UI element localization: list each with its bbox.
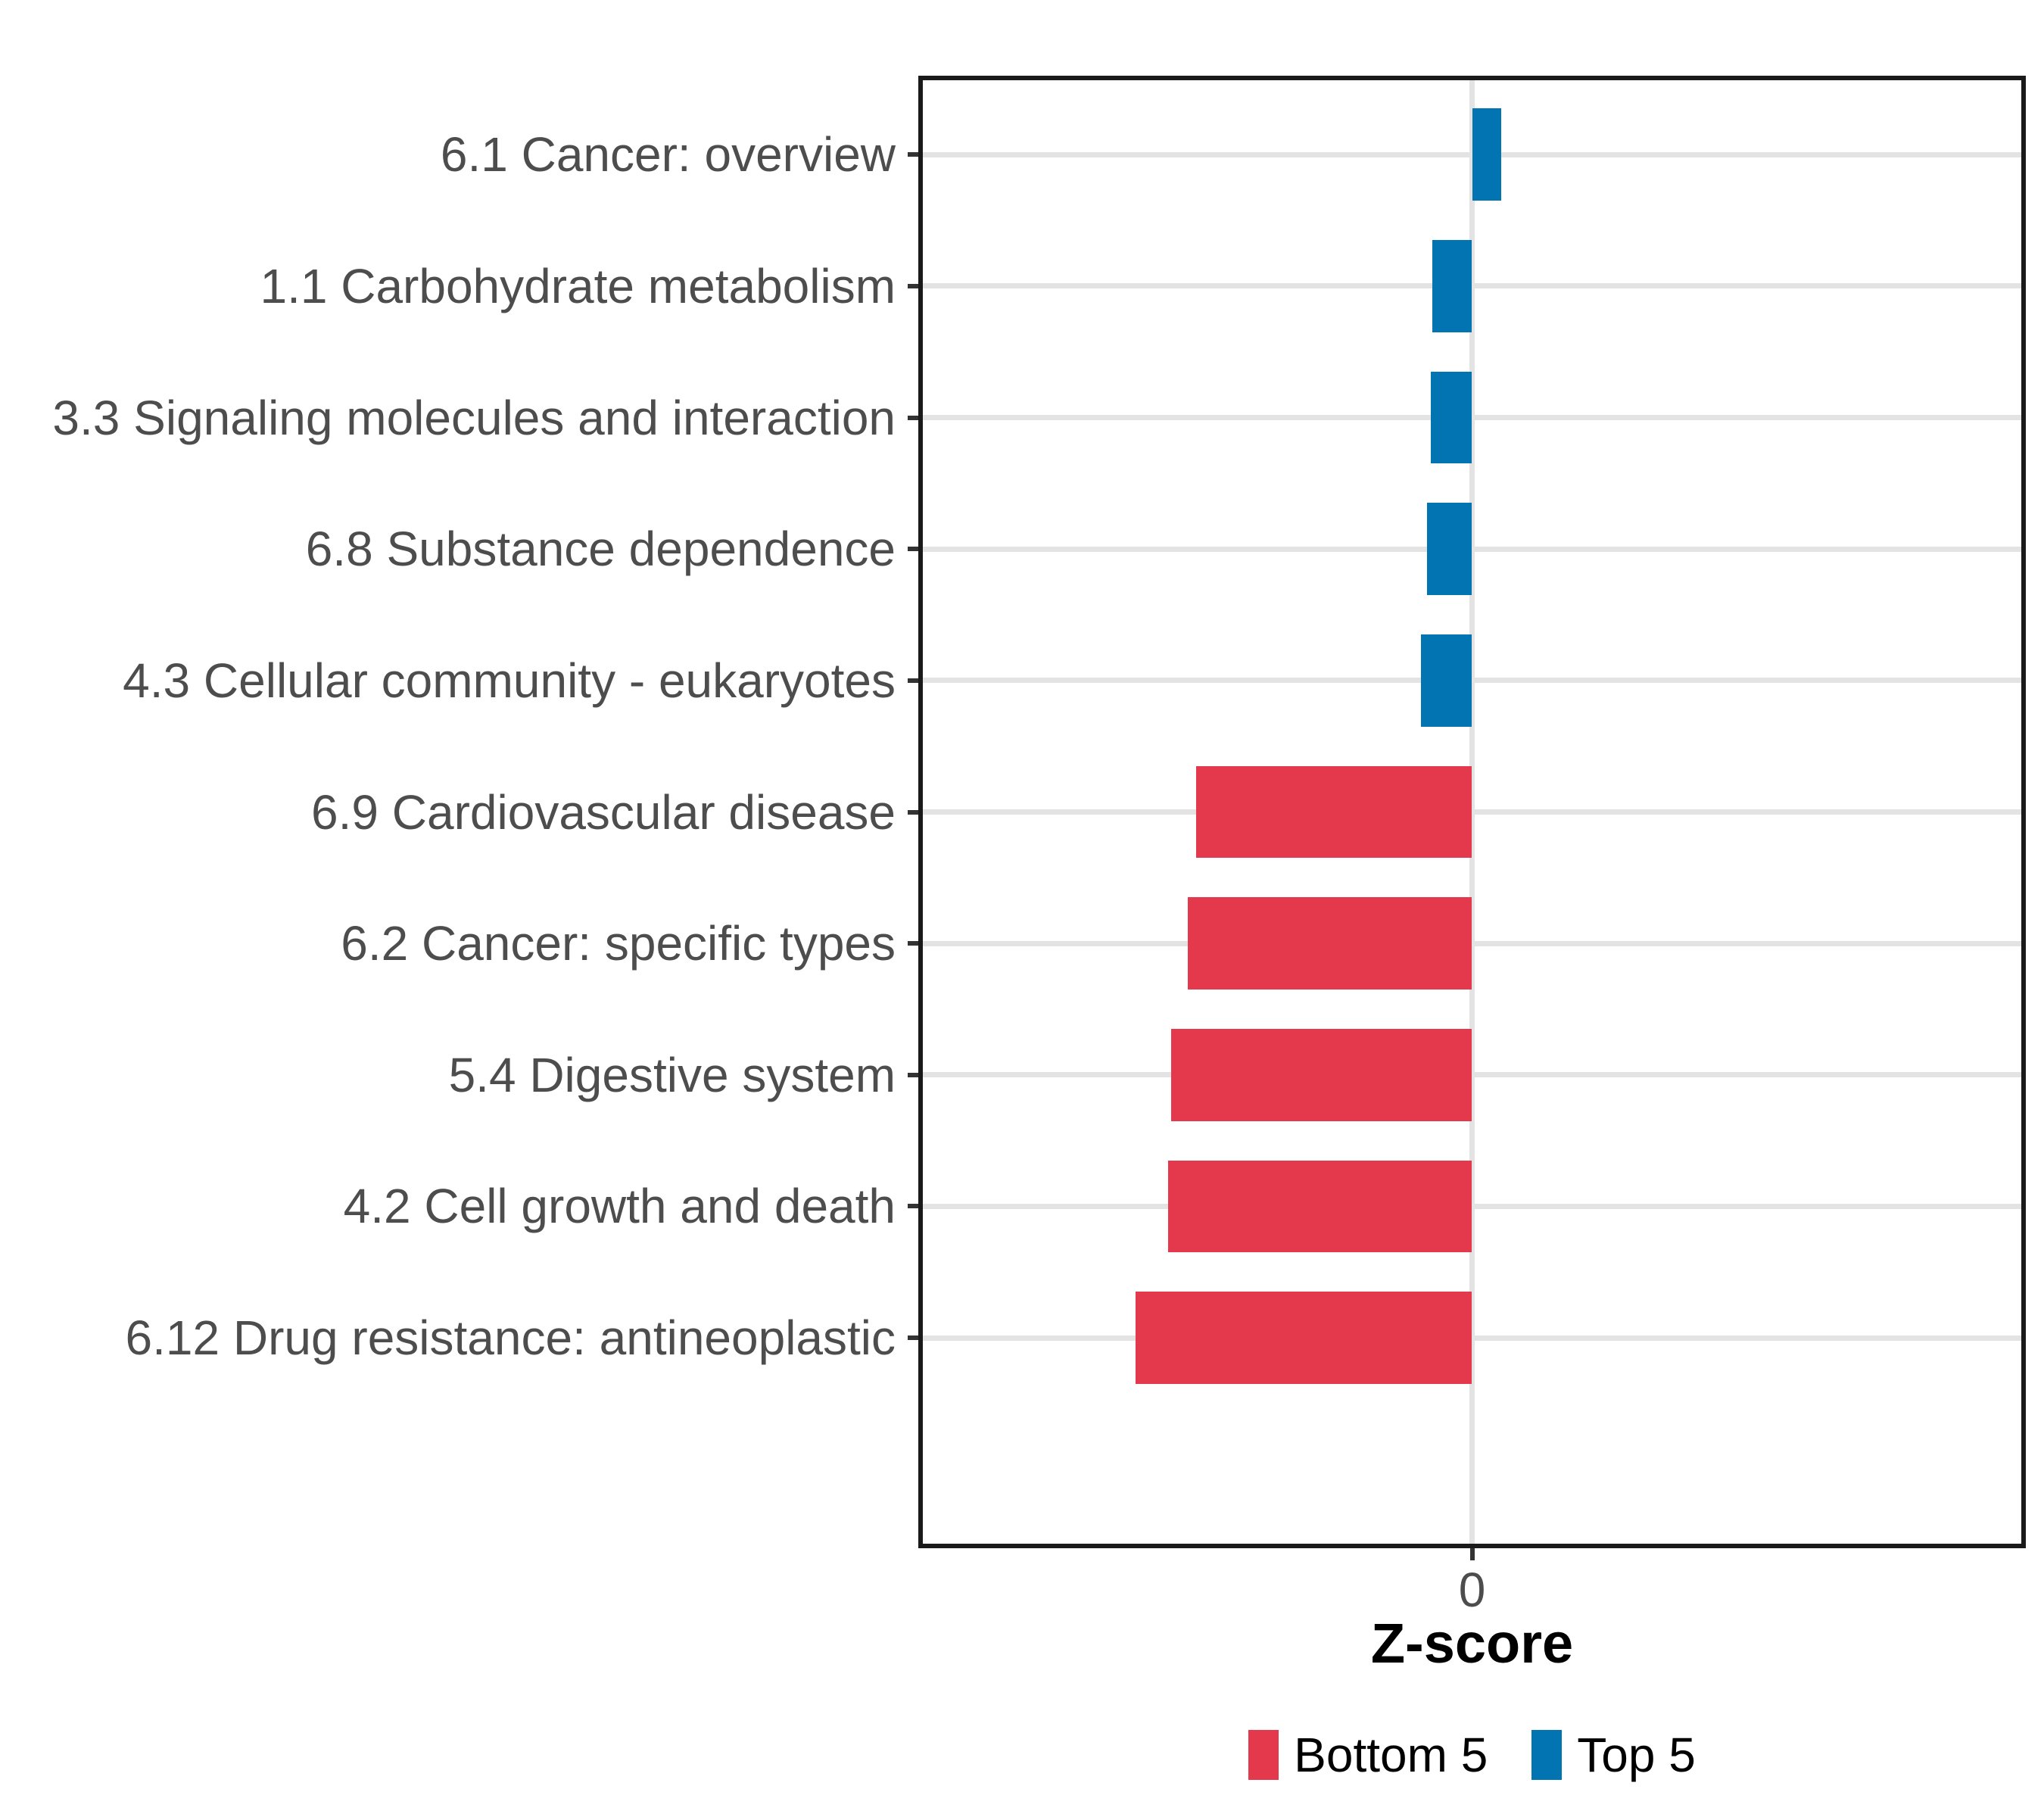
legend-entry-top5: Top 5 (1531, 1727, 1696, 1783)
bar (1472, 108, 1502, 201)
y-tick-mark (908, 1335, 918, 1341)
y-axis-label: 6.1 Cancer: overview (440, 127, 896, 182)
y-tick-mark (908, 1072, 918, 1077)
legend-label-bottom5: Bottom 5 (1294, 1728, 1488, 1782)
bar (1135, 1292, 1472, 1384)
y-axis-label: 4.3 Cellular community - eukaryotes (123, 653, 896, 708)
gridline (918, 283, 2026, 289)
y-tick-mark (908, 415, 918, 420)
panel-border (918, 76, 2026, 1548)
y-axis-label: 4.2 Cell growth and death (343, 1179, 896, 1234)
gridline (918, 1072, 2026, 1078)
y-tick-mark (908, 678, 918, 683)
bar (1431, 371, 1472, 464)
x-tick-mark (1469, 1548, 1475, 1560)
gridline (918, 415, 2026, 421)
y-tick-mark (908, 809, 918, 815)
bar (1432, 240, 1472, 332)
legend-entry-bottom5: Bottom 5 (1248, 1727, 1488, 1783)
bar (1167, 1160, 1472, 1253)
gridline (918, 1335, 2026, 1341)
y-tick-mark (908, 547, 918, 552)
legend-label-top5: Top 5 (1577, 1728, 1696, 1782)
legend: Bottom 5 Top 5 (918, 1728, 2026, 1782)
gridline (918, 678, 2026, 684)
y-axis-label: 6.2 Cancer: specific types (341, 916, 896, 971)
y-axis-label: 6.9 Cardiovascular disease (311, 784, 896, 840)
y-tick-mark (908, 152, 918, 157)
bar (1171, 1029, 1472, 1121)
bar (1188, 897, 1472, 990)
legend-swatch-bottom5-icon (1248, 1730, 1279, 1780)
y-tick-mark (908, 283, 918, 288)
y-axis-label: 6.8 Substance dependence (305, 522, 896, 577)
y-axis-label: 5.4 Digestive system (448, 1047, 896, 1102)
y-tick-mark (908, 1204, 918, 1209)
y-tick-mark (908, 941, 918, 946)
bar (1426, 503, 1472, 595)
gridline (918, 546, 2026, 552)
y-axis-label: 1.1 Carbohydrate metabolism (260, 258, 896, 313)
gridline (918, 809, 2026, 815)
x-axis-tick-label: 0 (1458, 1563, 1486, 1617)
bar (1196, 765, 1472, 859)
legend-swatch-top5-icon (1531, 1730, 1563, 1780)
gridline (918, 1203, 2026, 1209)
gridline (918, 940, 2026, 946)
y-axis-label: 3.3 Signaling molecules and interaction (52, 390, 896, 445)
bar (1421, 634, 1472, 727)
y-axis-label: 6.12 Drug resistance: antineoplastic (125, 1311, 896, 1366)
x-axis-title: Z-score (1370, 1612, 1574, 1675)
